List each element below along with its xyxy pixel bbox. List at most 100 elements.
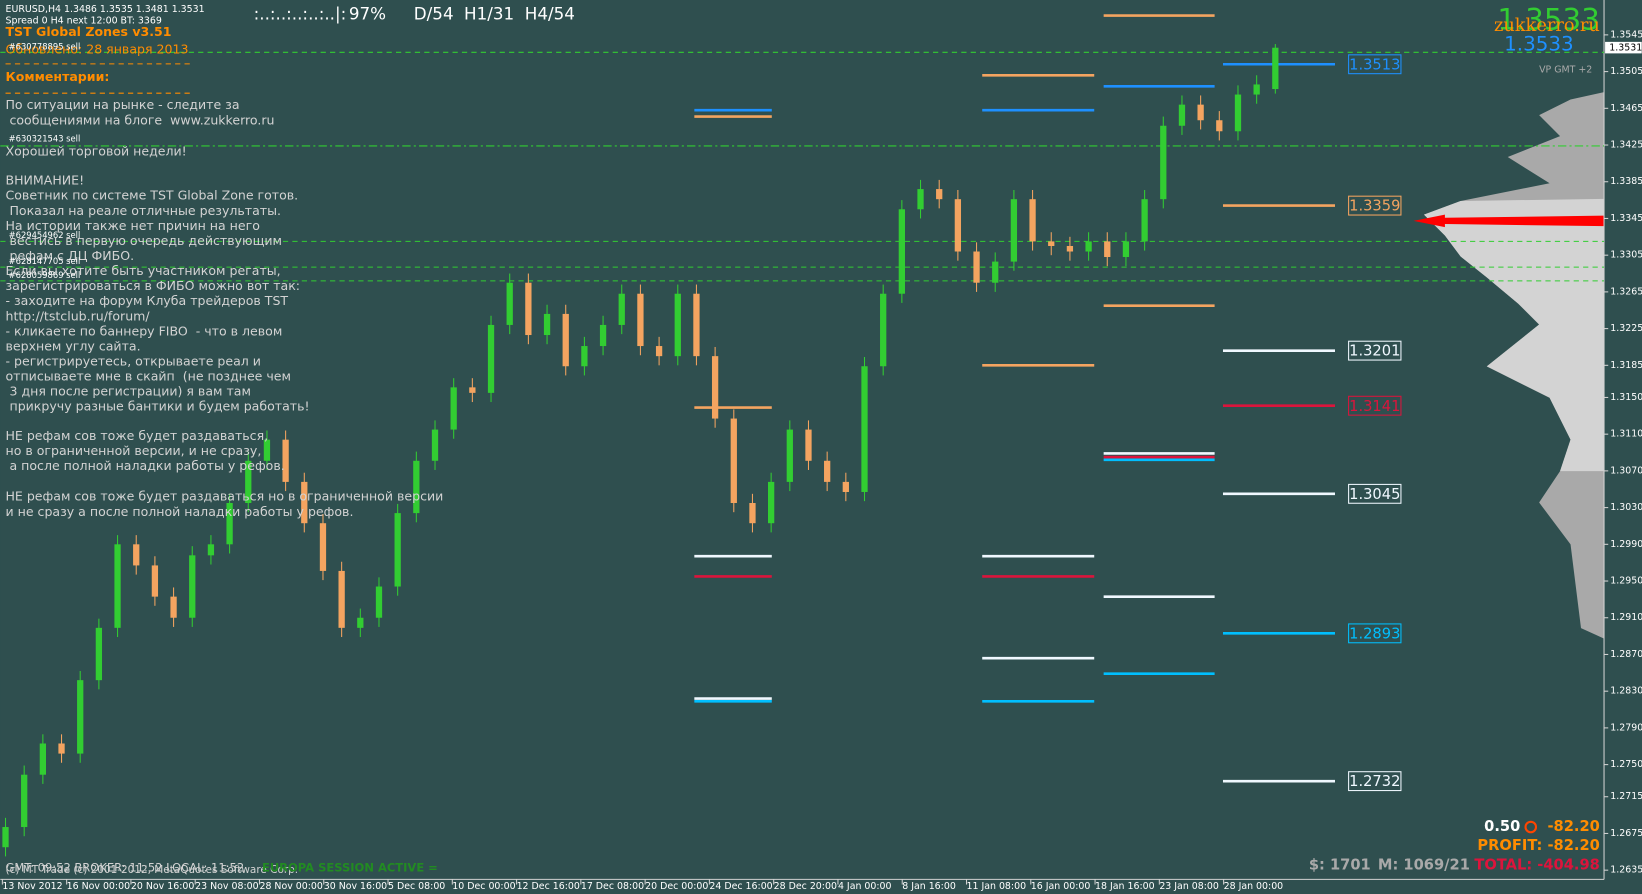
candle-body (954, 199, 962, 252)
y-tick-label: 1.2790 (1610, 722, 1642, 733)
comment-line: По ситуации на рынке - следите за (6, 97, 240, 112)
status-h1: H1/31 (464, 4, 514, 24)
status-d: D/54 (414, 4, 454, 24)
y-tick-label: 1.3305 (1610, 250, 1642, 261)
vp-label: VP GMT +2 (1539, 65, 1592, 76)
plot: 1.3513 1.3359 1.3201 1.3141 1.3045 1.2893 1.27… (0, 14, 1605, 857)
candle-body (207, 544, 215, 556)
x-tick-label: 18 Jan 16:00 (1095, 881, 1155, 892)
comment-line: прикручу разные бантики и будем работать… (6, 399, 310, 414)
level-tag (1348, 54, 1402, 75)
candle-body (973, 251, 980, 283)
y-tick-label: 1.2635 (1610, 865, 1642, 876)
level-tag (1348, 195, 1402, 216)
x-tick-label: 23 Nov 08:00 (195, 881, 258, 892)
candle-body (618, 293, 625, 325)
x-tick-label: 17 Dec 08:00 (581, 881, 644, 892)
candle-body (1085, 241, 1092, 252)
comment-line: Показал на реале отличные результаты. (6, 203, 282, 218)
comment-line: зарегистрироваться в ФИБО можно вот так: (6, 278, 301, 293)
candle-body (880, 293, 887, 367)
candle-body (599, 324, 607, 347)
y-tick-label: 1.3225 (1610, 323, 1642, 334)
level-tag (1348, 483, 1402, 504)
candle-body (450, 387, 457, 430)
x-tick-label: 24 Dec 16:00 (709, 881, 772, 892)
candle-body (824, 460, 831, 482)
x-tick-label: 16 Nov 00:00 (67, 881, 130, 892)
x-tick-label: 12 Dec 16:00 (517, 881, 580, 892)
status-bars: :..:..:..:..:..|: (254, 4, 347, 24)
candle-body (189, 555, 196, 618)
comment-line: Хорошей торговой недели! (6, 143, 187, 158)
candle-body (525, 282, 532, 336)
candle-body (114, 544, 121, 628)
poc-arrow (1413, 214, 1605, 228)
comment-line: НЕ рефам сов тоже будет раздаваться, (6, 428, 269, 443)
comment-line: ВНИМАНИЕ! (6, 173, 85, 188)
margin: M: 1069/21 (1378, 857, 1470, 874)
candle-body (898, 209, 905, 294)
candle-body (413, 460, 420, 514)
comments-title: Комментарии: (6, 69, 110, 84)
comment-line: http://tstclub.ru/forum/ (6, 308, 151, 323)
candle-body (786, 429, 793, 482)
comment-line: вестись в первую очередь действующим (6, 233, 283, 248)
comment-line: - кликаете по баннеру FIBO - что в левом (6, 323, 283, 338)
candle-body (1029, 199, 1036, 242)
x-tick-label: 30 Nov 16:00 (324, 881, 387, 892)
comment-line: а после полной наладки работы у рефов. (6, 458, 285, 473)
candle-body (394, 513, 401, 587)
x-tick-label: 28 Dec 20:00 (774, 881, 837, 892)
candle-body (506, 282, 513, 325)
level-tag (1348, 771, 1402, 792)
candle-body (1160, 125, 1167, 200)
candle-body (151, 565, 159, 597)
candle-body (637, 293, 644, 347)
x-tick-label: 20 Dec 00:00 (645, 881, 708, 892)
comment-line: сообщениями на блоге www.zukkerro.ru (6, 112, 275, 127)
candle-body (469, 387, 476, 393)
comment-line: - заходите на форум Клуба трейдеров TST (6, 293, 289, 308)
comment-line: - регистрируетесь, открываете реал и (6, 353, 261, 368)
close-icon[interactable] (1524, 820, 1538, 834)
x-tick-label: 10 Dec 00:00 (452, 881, 515, 892)
spread-line: Spread 0 H4 next 12:00 BT: 3369 (6, 15, 162, 26)
candle-body (543, 313, 551, 336)
candle-body (39, 743, 47, 775)
y-tick-label: 1.3150 (1610, 392, 1642, 403)
balance: $: 1701 (1309, 857, 1371, 874)
x-tick-label: 11 Jan 08:00 (967, 881, 1027, 892)
candle-body (711, 356, 719, 419)
candle-body (1104, 241, 1111, 258)
comment-line: рефам с ДЦ ФИБО. (6, 248, 135, 263)
status-h4: H4/54 (525, 4, 575, 24)
candle-body (936, 189, 943, 200)
candle-body (338, 570, 345, 628)
y-tick-label: 1.3545 (1610, 29, 1642, 40)
candle-body (805, 429, 812, 461)
ask: 1.3533 (1504, 33, 1574, 56)
candle-body (170, 596, 177, 618)
y-tick-label: 1.2910 (1610, 612, 1642, 623)
candle-body (655, 346, 663, 357)
candle-body (1197, 104, 1204, 121)
bid-big: 1.3533 (1497, 2, 1600, 36)
order-label: #630321543 sell (9, 134, 81, 144)
comment-line: верхнем углу сайта. (6, 338, 141, 353)
y-tick-label: 1.3345 (1610, 213, 1642, 224)
symbol-line: EURUSD,H4 1.3486 1.3535 1.3481 1.3531 (6, 4, 205, 15)
comment-line: 3 дня после регистрации) я вам там (6, 384, 251, 399)
candle-body (861, 366, 868, 492)
candle-body (357, 617, 364, 628)
y-tick-label: 1.3265 (1610, 286, 1642, 297)
candle-body (58, 743, 65, 754)
x-tick-label: 8 Jan 16:00 (902, 881, 956, 892)
level-label: 1.2732 (1349, 773, 1400, 790)
candle-body (1048, 241, 1055, 246)
y-tick-label: 1.3030 (1610, 502, 1642, 513)
candle-body (431, 429, 439, 461)
candle-body (77, 680, 84, 754)
